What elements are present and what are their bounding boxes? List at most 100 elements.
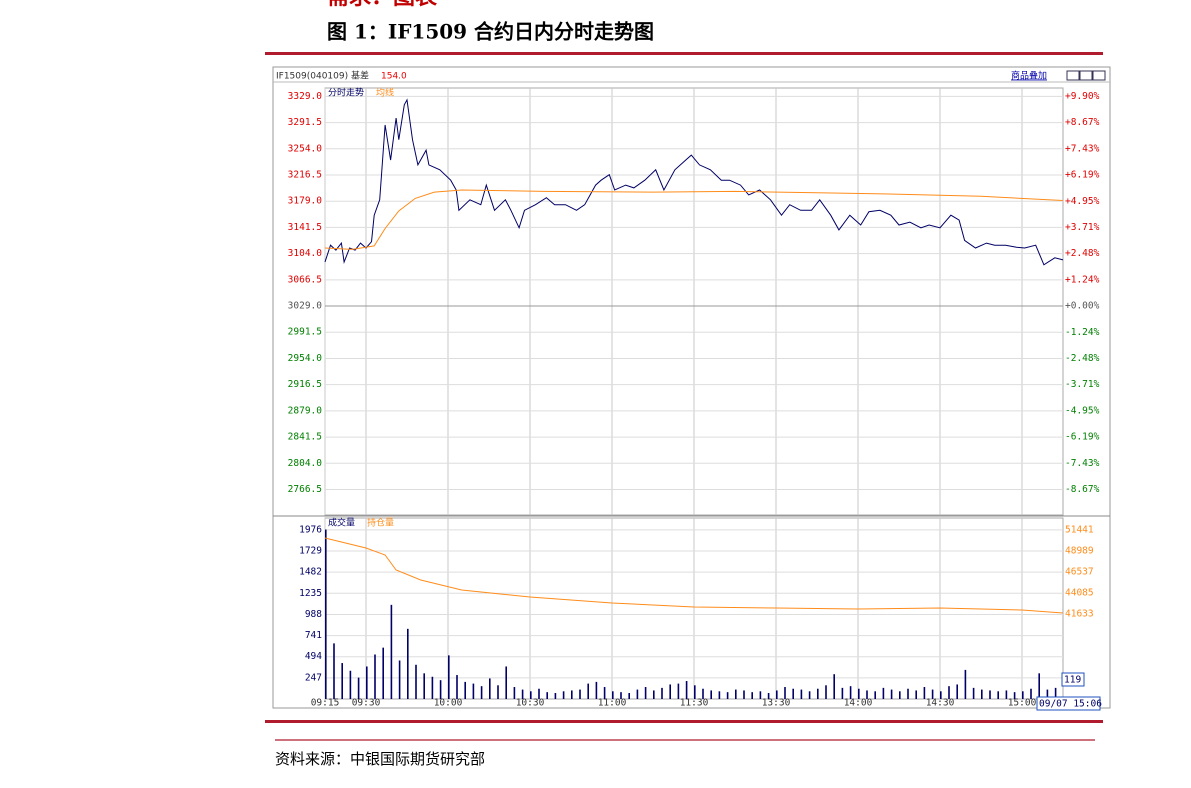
volume-bar [644, 687, 647, 699]
y2-tick-label: +6.19% [1065, 170, 1100, 181]
x-tick-label: 13:30 [762, 698, 791, 709]
volume-bar [915, 690, 917, 699]
x-tick-label: 14:30 [926, 698, 955, 709]
volume-bar [612, 691, 614, 699]
legend-entry: 持仓量 [367, 517, 394, 529]
volume-bar [366, 666, 368, 699]
volume-bar [341, 663, 343, 699]
volume-bar [579, 689, 581, 699]
volume-bar [800, 689, 803, 699]
y-tick-label: 2804.0 [288, 458, 323, 469]
volume-bar [833, 674, 835, 699]
volume-bar [530, 691, 532, 699]
volume-bar [390, 604, 393, 699]
volume-bar [981, 689, 983, 699]
volume-bar [448, 655, 450, 699]
volume-bar [349, 670, 352, 699]
series-line [324, 189, 1064, 250]
volume-bar [653, 690, 655, 699]
volume-bar [874, 691, 876, 699]
volume-bar [415, 664, 417, 699]
volume-bar [964, 669, 967, 699]
volume-bar [325, 529, 327, 699]
volume-bar [858, 688, 860, 699]
chart-header: IF1509(040109) 基差 [276, 70, 369, 82]
x-tick-label: 15:00 [1008, 698, 1037, 709]
y-tick-label: 3291.5 [288, 117, 322, 128]
y-tick-label: 3104.0 [288, 248, 323, 259]
source: 资料来源：中银国际期货研究部 [275, 750, 485, 768]
y2-tick-label: 41633 [1065, 608, 1094, 619]
volume-bar [423, 673, 425, 699]
volume-bar [685, 681, 688, 699]
y-tick-label: 3329.0 [288, 91, 323, 102]
y-tick-label: 3254.0 [288, 143, 323, 154]
overlay-button[interactable]: 商品叠加 [1011, 70, 1047, 82]
volume-bar [571, 690, 573, 699]
volume-bar [907, 688, 909, 699]
volume-bar [562, 691, 565, 699]
y-tick-label: 1235 [299, 588, 322, 599]
x-tick-label: 09:30 [352, 698, 381, 709]
volume-bar [1030, 688, 1032, 699]
volume-bar [890, 689, 893, 699]
volume-bar [587, 683, 589, 699]
y-tick-label: 988 [305, 609, 322, 620]
volume-bar [817, 688, 819, 699]
volume-bar [989, 690, 991, 699]
volume-bar [431, 676, 434, 699]
volume-bar [923, 687, 926, 699]
volume-bar [628, 693, 630, 699]
series-line [324, 537, 1064, 614]
volume-bar [480, 686, 483, 699]
volume-bar [1022, 691, 1024, 699]
volume-bar [472, 683, 475, 699]
y-tick-label: 2879.0 [288, 405, 323, 416]
x-tick-label: 10:00 [434, 698, 463, 709]
volume-bar [603, 687, 606, 699]
cursor-box [1036, 696, 1101, 711]
y-tick-label: 2916.5 [288, 379, 322, 390]
volume-bar [841, 687, 844, 699]
volume-bar [743, 690, 745, 699]
volume-bar [661, 687, 663, 699]
basis-value: 154.0 [381, 72, 407, 82]
volume-bar [931, 689, 934, 699]
y2-tick-label: +1.24% [1065, 274, 1100, 285]
volume-bar [374, 654, 376, 699]
window-buttons [1066, 70, 1106, 81]
y2-tick-label: +9.90% [1065, 91, 1100, 102]
y2-tick-label: +7.43% [1065, 143, 1100, 154]
y2-tick-label: +0.00% [1065, 301, 1100, 312]
volume-bar [825, 685, 827, 699]
cursor-value: 119 [1064, 675, 1081, 686]
y2-tick-label: 44085 [1065, 587, 1094, 598]
volume-bar [940, 691, 942, 699]
y-tick-label: 2991.5 [288, 327, 322, 338]
x-tick-label: 10:30 [516, 698, 545, 709]
y-tick-label: 3216.5 [288, 170, 322, 181]
volume-bar [997, 691, 999, 699]
y-tick-label: 2954.0 [288, 353, 323, 364]
volume-bar [866, 690, 868, 699]
volume-bar [464, 681, 466, 699]
x-tick-label: 11:30 [680, 698, 709, 709]
chart-frame [272, 66, 1111, 709]
volume-bar [882, 687, 885, 699]
y-tick-label: 2841.5 [288, 432, 322, 443]
y-tick-label: 1976 [299, 524, 322, 535]
volume-bar [710, 690, 712, 699]
y2-tick-label: 51441 [1065, 524, 1094, 535]
volume-bar [505, 666, 507, 699]
y2-tick-label: -2.48% [1065, 353, 1100, 364]
volume-bar [1046, 689, 1049, 699]
y2-tick-label: -3.71% [1065, 379, 1100, 390]
y2-tick-label: -7.43% [1065, 458, 1100, 469]
volume-bar [407, 628, 409, 699]
figure-title: 图 1：IF1509 合约日内分时走势图 [327, 20, 654, 44]
legend-entry: 成交量 [328, 517, 355, 529]
y2-tick-label: 48989 [1065, 545, 1094, 556]
y-tick-label: 3141.5 [288, 222, 322, 233]
volume-bar [382, 647, 384, 699]
